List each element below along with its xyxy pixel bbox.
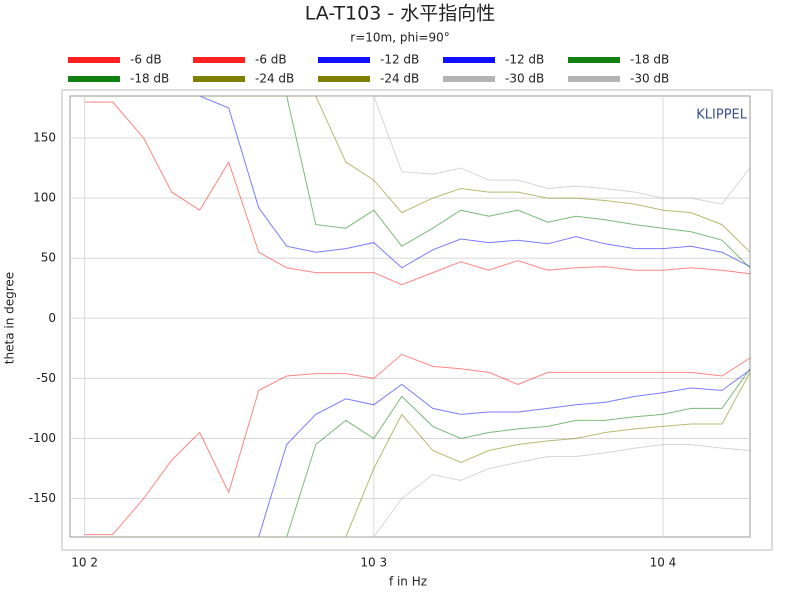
series-line xyxy=(84,96,750,253)
legend-swatch xyxy=(193,57,245,63)
series-line xyxy=(84,353,750,536)
legend-label: -6 dB xyxy=(130,53,162,67)
plot-frame xyxy=(61,89,773,551)
y-tick-label: 50 xyxy=(41,251,56,265)
legend-swatch xyxy=(568,76,620,82)
y-tick-label: 100 xyxy=(33,191,56,205)
annotation: KLIPPEL xyxy=(696,108,747,123)
series-line xyxy=(84,96,750,205)
series-line xyxy=(84,368,750,537)
y-tick-label: 0 xyxy=(48,311,56,325)
series-line xyxy=(84,372,750,537)
legend-swatch xyxy=(318,57,370,63)
chart-title: LA-T103 - 水平指向性 xyxy=(305,3,496,25)
y-tick-label: -150 xyxy=(29,491,56,505)
legend-swatch xyxy=(193,76,245,82)
series-line xyxy=(84,369,750,537)
chart-subtitle: r=10m, phi=90° xyxy=(350,31,449,45)
legend-swatch xyxy=(68,76,120,82)
legend-label: -6 dB xyxy=(255,53,287,67)
legend-label: -18 dB xyxy=(130,72,169,86)
legend-swatch xyxy=(68,57,120,63)
series-group xyxy=(84,96,750,537)
y-axis-label: theta in degree xyxy=(3,272,17,364)
x-tick-label: 10 3 xyxy=(360,556,387,570)
series-line xyxy=(84,101,750,286)
legend-label: -24 dB xyxy=(255,72,294,86)
legend-label: -24 dB xyxy=(380,72,419,86)
legend-swatch xyxy=(318,76,370,82)
y-tick-label: 150 xyxy=(33,131,56,145)
x-tick-label: 10 4 xyxy=(650,556,677,570)
legend-label: -30 dB xyxy=(630,72,669,86)
legend-label: -18 dB xyxy=(630,53,669,67)
legend-swatch xyxy=(443,57,495,63)
legend-label: -30 dB xyxy=(505,72,544,86)
series-line xyxy=(84,96,750,269)
x-tick-label: 10 2 xyxy=(71,556,98,570)
legend-swatch xyxy=(568,57,620,63)
plot-area xyxy=(69,95,751,538)
y-tick-label: -50 xyxy=(36,371,56,385)
series-line xyxy=(84,96,750,269)
series-line xyxy=(84,444,750,537)
legend-label: -12 dB xyxy=(505,53,544,67)
y-tick-label: -100 xyxy=(29,431,56,445)
legend-label: -12 dB xyxy=(380,53,419,67)
x-axis-label: f in Hz xyxy=(389,575,427,589)
legend-swatch xyxy=(443,76,495,82)
